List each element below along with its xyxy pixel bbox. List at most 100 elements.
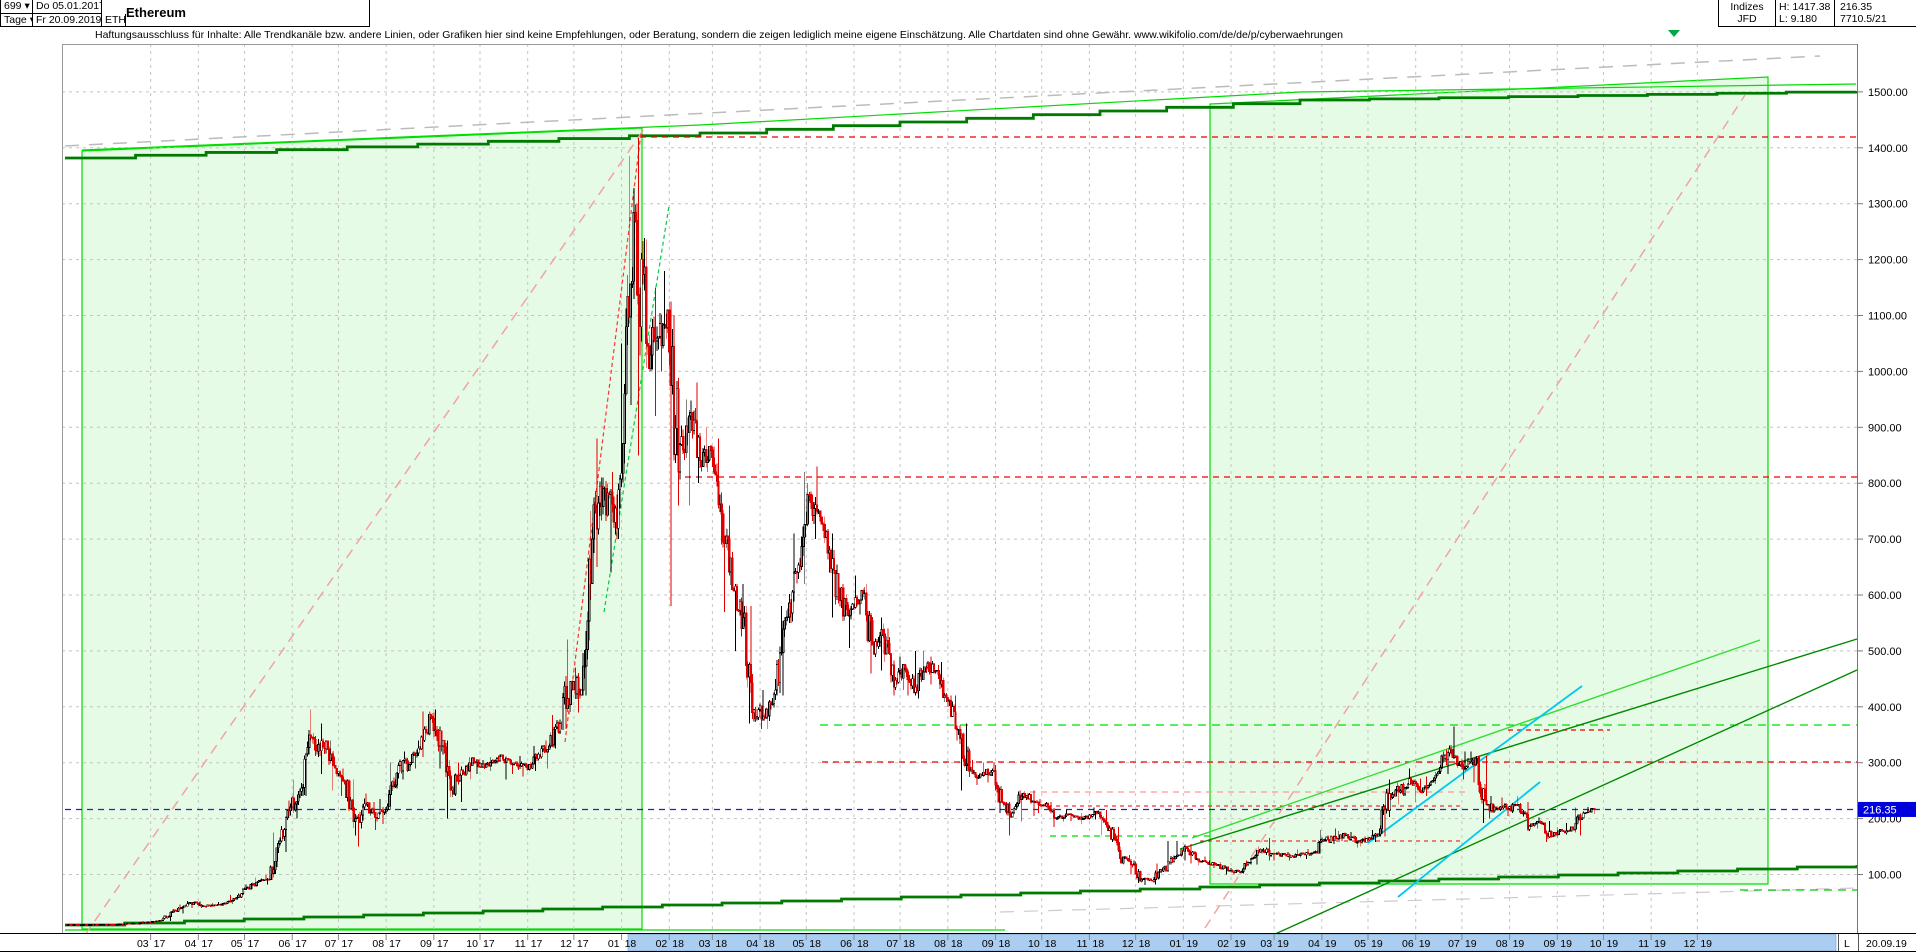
svg-text:1400.00: 1400.00 [1868, 143, 1908, 155]
svg-text:19: 19 [1325, 938, 1337, 950]
svg-text:17: 17 [154, 938, 166, 950]
disclaimer-bar: Haftungsausschluss für Inhalte: Alle Tre… [0, 27, 1916, 45]
svg-text:09: 09 [982, 938, 994, 950]
svg-text:17: 17 [483, 938, 495, 950]
cyan-trend-lower [1397, 781, 1541, 898]
svg-text:04: 04 [746, 938, 758, 950]
bottom-thick-stepped [65, 865, 1859, 927]
svg-text:18: 18 [1045, 938, 1057, 950]
svg-text:07: 07 [886, 938, 898, 950]
svg-text:700.00: 700.00 [1868, 534, 1902, 546]
svg-text:18: 18 [763, 938, 775, 950]
svg-text:08: 08 [934, 938, 946, 950]
svg-text:09: 09 [420, 938, 432, 950]
svg-text:18: 18 [625, 938, 637, 950]
svg-text:08: 08 [1496, 938, 1508, 950]
svg-text:216.35: 216.35 [1863, 804, 1897, 816]
indizes-cell[interactable]: Indizes JFD [1718, 0, 1776, 27]
svg-text:09: 09 [1544, 938, 1556, 950]
channel-top-thin-green [81, 83, 1857, 151]
svg-text:17: 17 [531, 938, 543, 950]
svg-text:10: 10 [466, 938, 478, 950]
rising-channel-2019 [1209, 76, 1769, 885]
svg-text:19: 19 [1234, 938, 1246, 950]
svg-text:300.00: 300.00 [1868, 758, 1902, 770]
svg-text:06: 06 [1402, 938, 1414, 950]
svg-text:1500.00: 1500.00 [1868, 87, 1908, 99]
svg-text:19: 19 [1277, 938, 1289, 950]
scroll-marker-icon[interactable] [1668, 30, 1680, 37]
svg-text:17: 17 [577, 938, 589, 950]
svg-text:11: 11 [515, 938, 526, 950]
pink-fan-2019 [1204, 94, 1746, 929]
red-steep-jan18 [564, 132, 642, 743]
candlesticks [64, 138, 1596, 927]
period-dropdown[interactable]: Tage ▾ [0, 14, 33, 27]
date-to-field[interactable]: Fr 20.09.2019 [33, 14, 102, 27]
svg-text:04: 04 [1308, 938, 1320, 950]
date-from-field[interactable]: Do 05.01.2017 [33, 0, 102, 14]
svg-text:18: 18 [672, 938, 684, 950]
svg-text:1200.00: 1200.00 [1868, 255, 1908, 267]
svg-text:12: 12 [1684, 938, 1696, 950]
svg-text:18: 18 [999, 938, 1011, 950]
svg-text:18: 18 [951, 938, 963, 950]
svg-text:01: 01 [1170, 938, 1182, 950]
svg-text:07: 07 [325, 938, 337, 950]
svg-text:18: 18 [903, 938, 915, 950]
svg-text:19: 19 [1654, 938, 1666, 950]
svg-text:400.00: 400.00 [1868, 702, 1902, 714]
svg-text:04: 04 [185, 938, 197, 950]
svg-text:02: 02 [1217, 938, 1229, 950]
svg-text:03: 03 [137, 938, 149, 950]
svg-text:18: 18 [1139, 938, 1151, 950]
pink-fan-2017 [84, 127, 646, 936]
svg-text:05: 05 [793, 938, 805, 950]
grey-upper-trend [64, 55, 1821, 147]
svg-text:19: 19 [1606, 938, 1618, 950]
rising-channel-2017 [81, 127, 643, 930]
date-axis-bar: 03 17 04 17 05 17 06 17 07 17 08 17 09 17 10 17 11 17 12 17… [0, 933, 1916, 952]
bars-count-dropdown[interactable]: 699 ▾ [0, 0, 33, 14]
chart-title: Ethereum [102, 0, 370, 27]
dropdown-arrow-icon: ▾ [30, 14, 32, 26]
svg-text:800.00: 800.00 [1868, 478, 1902, 490]
svg-text:06: 06 [279, 938, 291, 950]
svg-text:19: 19 [1560, 938, 1572, 950]
svg-text:10: 10 [1028, 938, 1040, 950]
svg-text:900.00: 900.00 [1868, 422, 1902, 434]
svg-text:19: 19 [1186, 938, 1198, 950]
svg-text:02: 02 [656, 938, 668, 950]
svg-text:17: 17 [341, 938, 353, 950]
trend-channels [81, 76, 1769, 930]
svg-text:100.00: 100.00 [1868, 870, 1902, 882]
svg-text:12: 12 [1122, 938, 1134, 950]
svg-text:19: 19 [1371, 938, 1383, 950]
svg-text:08: 08 [372, 938, 384, 950]
gridlines [62, 44, 1857, 933]
svg-text:03: 03 [699, 938, 711, 950]
green-trend-2019-low [1272, 669, 1858, 936]
svg-text:05: 05 [1354, 938, 1366, 950]
symbol-label: ETH [102, 14, 126, 27]
svg-text:18: 18 [809, 938, 821, 950]
svg-text:18: 18 [1092, 938, 1104, 950]
dropdown-arrow-icon: ▾ [24, 0, 30, 12]
svg-text:05: 05 [231, 938, 243, 950]
svg-text:19: 19 [1419, 938, 1431, 950]
svg-text:01: 01 [608, 938, 620, 950]
svg-text:12: 12 [560, 938, 572, 950]
svg-text:17: 17 [437, 938, 449, 950]
svg-text:11: 11 [1077, 938, 1088, 950]
svg-text:03: 03 [1260, 938, 1272, 950]
svg-text:06: 06 [840, 938, 852, 950]
channel-top-thick-stepped [65, 90, 1858, 160]
price-axis: 100.00200.00300.00400.00500.00600.00700.… [1857, 44, 1916, 952]
svg-text:L: L [1844, 938, 1850, 950]
svg-text:1100.00: 1100.00 [1868, 311, 1907, 323]
svg-text:18: 18 [715, 938, 727, 950]
svg-text:19: 19 [1700, 938, 1712, 950]
price-volume-cell: 216.35 7710.5/21 [1835, 0, 1916, 27]
